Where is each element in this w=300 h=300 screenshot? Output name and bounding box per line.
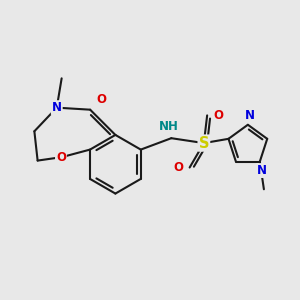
Text: N: N — [52, 101, 62, 114]
Text: N: N — [245, 109, 255, 122]
Text: O: O — [97, 93, 106, 106]
Text: NH: NH — [159, 120, 179, 133]
Text: O: O — [214, 109, 224, 122]
Text: O: O — [56, 151, 66, 164]
Text: O: O — [173, 161, 183, 174]
Text: N: N — [257, 164, 267, 177]
Text: S: S — [199, 136, 209, 151]
